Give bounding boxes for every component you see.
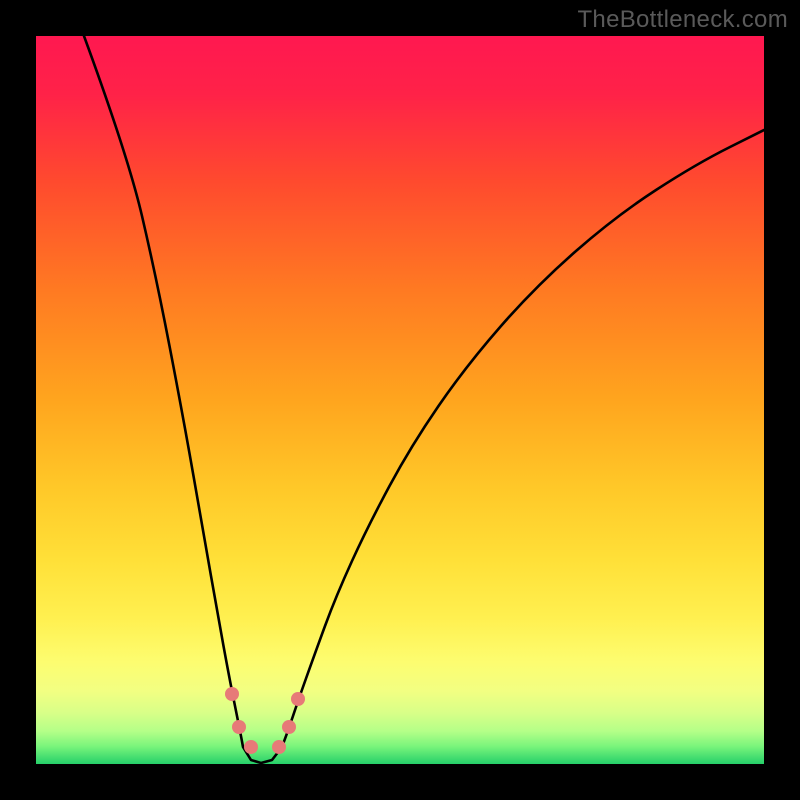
curve-markers bbox=[225, 687, 305, 754]
curve-marker bbox=[225, 687, 239, 701]
curve-marker bbox=[244, 740, 258, 754]
curve-layer bbox=[36, 36, 764, 764]
watermark-text: TheBottleneck.com bbox=[577, 6, 788, 34]
chart-container: TheBottleneck.com bbox=[0, 0, 800, 800]
bottleneck-curve bbox=[84, 36, 764, 763]
plot-area bbox=[36, 36, 764, 764]
curve-marker bbox=[272, 740, 286, 754]
curve-marker bbox=[282, 720, 296, 734]
curve-marker bbox=[291, 692, 305, 706]
curve-marker bbox=[232, 720, 246, 734]
